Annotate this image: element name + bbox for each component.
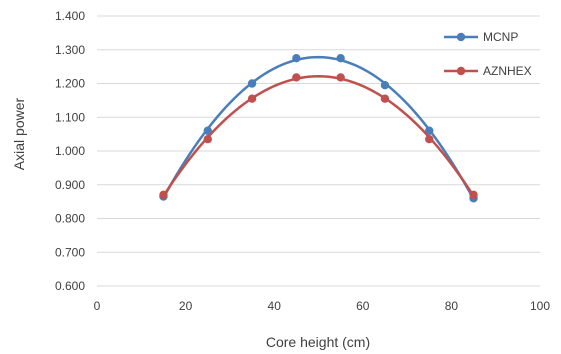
data-point-mcnp	[380, 80, 390, 90]
data-point-mcnp	[292, 53, 301, 63]
x-tick-label: 100	[530, 299, 550, 313]
x-tick-label: 20	[179, 299, 193, 313]
data-point-aznhex	[159, 190, 168, 200]
y-tick-labels: 0.600 0.700 0.800 0.900 1.000 1.100 1.200 1.300…	[55, 9, 85, 293]
y-tick-label: 0.600	[55, 279, 85, 293]
y-tick-label: 0.700	[55, 245, 85, 259]
legend: MCNP AZNHEX	[444, 30, 532, 78]
data-point-mcnp	[336, 53, 345, 63]
y-tick-label: 1.200	[55, 77, 85, 91]
series-line-mcnp	[162, 55, 475, 200]
legend-marker-aznhex	[456, 66, 466, 76]
data-point-aznhex	[203, 134, 212, 144]
data-point-aznhex	[247, 94, 257, 103]
series-line-aznhex	[162, 75, 475, 197]
data-point-mcnp	[203, 126, 212, 135]
x-axis-title: Core height (cm)	[266, 334, 370, 350]
y-axis-title: Axial power	[11, 97, 27, 170]
y-tick-label: 1.400	[55, 9, 85, 23]
plot-area	[159, 53, 478, 203]
y-tick-label: 0.900	[55, 178, 85, 192]
legend-marker-mcnp	[456, 32, 466, 42]
data-point-aznhex	[425, 134, 434, 144]
y-tick-label: 1.300	[55, 43, 85, 57]
data-point-aznhex	[469, 190, 478, 200]
data-point-mcnp	[425, 126, 434, 135]
data-point-aznhex	[292, 73, 301, 82]
x-tick-labels: 0 20 40 60 80 100	[94, 299, 551, 313]
legend-label-aznhex: AZNHEX	[483, 64, 532, 78]
legend-label-mcnp: MCNP	[483, 30, 518, 44]
y-tick-label: 1.000	[55, 144, 85, 158]
x-tick-label: 40	[268, 299, 282, 313]
data-point-aznhex	[336, 73, 345, 82]
x-tick-label: 60	[356, 299, 370, 313]
y-tick-label: 1.100	[55, 110, 85, 124]
x-tick-label: 0	[94, 299, 101, 313]
data-point-aznhex	[380, 94, 390, 103]
data-point-mcnp	[247, 79, 257, 88]
y-tick-label: 0.800	[55, 212, 85, 226]
x-tick-label: 80	[445, 299, 459, 313]
